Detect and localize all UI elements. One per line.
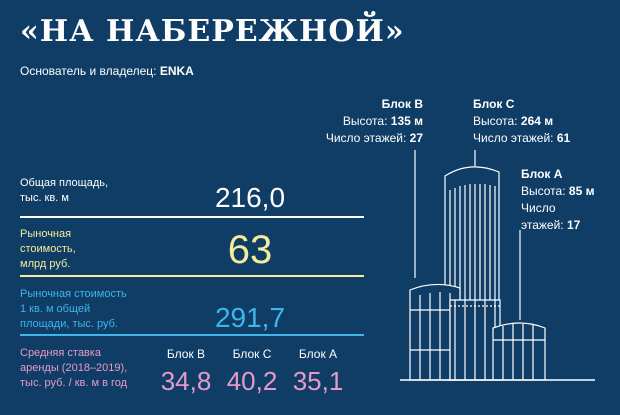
tower-b-info: Блок B Высота: 135 м Число этажей: 27 (326, 96, 423, 147)
tower-a-floors-line1: Число (521, 201, 556, 215)
divider-market (20, 275, 364, 277)
metric-sqm-label-line2: 1 кв. м общей (20, 303, 91, 315)
tower-c-floors: Число этажей: 61 (473, 131, 571, 145)
tower-b-shape (409, 283, 461, 381)
metric-area-value: 216,0 (214, 182, 286, 213)
metric-market-value-label: Рыночная стоимость, млрд руб. (20, 227, 76, 272)
tower-a-info: Блок A Высота: 85 м Число этажей: 17 (521, 166, 594, 234)
rent-head-block-a: Блок A (298, 347, 338, 361)
tower-b-height: Высота: 135 м (342, 114, 423, 128)
tower-connector-shape (449, 299, 501, 381)
owner-label: Основатель и владелец: (20, 64, 160, 78)
tower-b-name: Блок B (381, 97, 423, 111)
metric-market-label-line3: млрд руб. (20, 258, 71, 270)
owner-value: ENKA (159, 64, 194, 78)
rent-value-block-b: 34,8 (160, 366, 212, 396)
metric-area-label-line1: Общая площадь, (20, 177, 109, 189)
tower-a-floors-line2: этажей: 17 (521, 218, 581, 232)
tower-c-name: Блок C (473, 97, 515, 111)
tower-c-height: Высота: 264 м (473, 114, 554, 128)
metric-market-value: 63 (227, 228, 273, 272)
rent-value-block-a: 35,1 (292, 366, 344, 396)
metric-sqm-label-line3: площади, тыс. руб. (20, 318, 118, 330)
rent-value-block-c: 40,2 (226, 366, 278, 396)
metric-sqm-label-line1: Рыночная стоимость (20, 288, 127, 300)
page-title: «НА НАБЕРЕЖНОЙ» (20, 14, 405, 49)
owner-line: Основатель и владелец: ENKA (20, 64, 194, 78)
tower-a-shape (492, 322, 546, 381)
metric-sqm-price-value: 291,7 (214, 302, 286, 333)
tower-b-floors: Число этажей: 27 (325, 131, 423, 145)
metric-area-label: Общая площадь, тыс. кв. м (20, 176, 108, 206)
divider-area (20, 216, 364, 218)
metric-area-label-line2: тыс. кв. м (20, 192, 69, 204)
rent-head-block-b: Блок B (166, 347, 206, 361)
rent-label-line3: тыс. руб. / кв. м в год (20, 377, 128, 389)
rent-label: Средняя ставка аренды (2018–2019), тыс. … (20, 346, 127, 391)
tower-a-height: Высота: 85 м (521, 184, 595, 198)
divider-sqm (20, 334, 364, 336)
tower-c-info: Блок C Высота: 264 м Число этажей: 61 (473, 96, 570, 147)
rent-label-line2: аренды (2018–2019), (20, 362, 128, 374)
towers-illustration (400, 150, 595, 381)
tower-a-name: Блок A (521, 167, 563, 181)
metric-market-label-line1: Рыночная (20, 228, 72, 240)
rent-head-block-c: Блок C (232, 347, 272, 361)
metric-market-label-line2: стоимость, (20, 243, 76, 255)
metric-sqm-price-label: Рыночная стоимость 1 кв. м общей площади… (20, 287, 127, 332)
rent-label-line1: Средняя ставка (20, 347, 101, 359)
